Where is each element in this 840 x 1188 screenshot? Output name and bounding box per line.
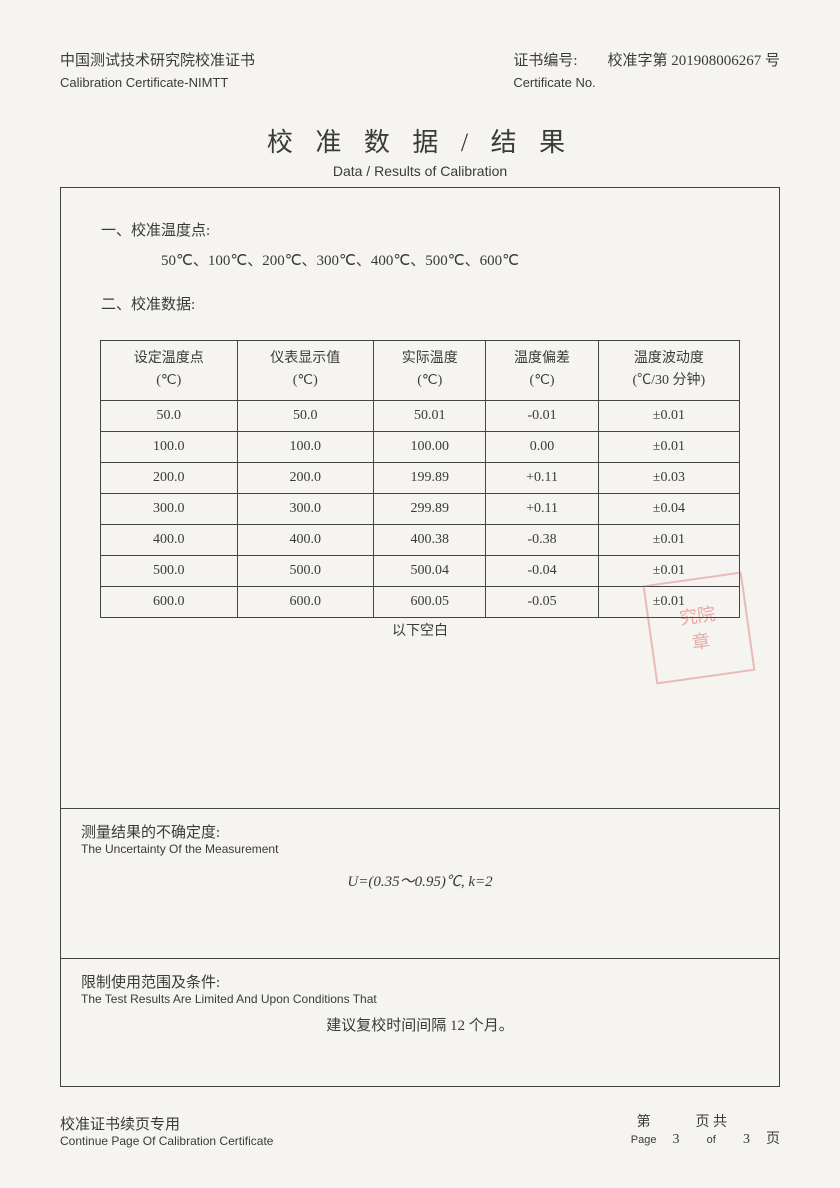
table-cell: 300.0 bbox=[101, 493, 238, 524]
table-cell: 50.0 bbox=[101, 400, 238, 431]
table-cell: 200.0 bbox=[101, 462, 238, 493]
page-total: 3 bbox=[733, 1132, 760, 1148]
col-display: 仪表显示值(℃) bbox=[237, 341, 374, 401]
page-end: 页 bbox=[766, 1128, 780, 1148]
table-cell: +0.11 bbox=[486, 462, 598, 493]
footer-left: 校准证书续页专用 Continue Page Of Calibration Ce… bbox=[60, 1113, 273, 1148]
table-row: 500.0500.0500.04-0.04±0.01 bbox=[101, 555, 740, 586]
table-cell: ±0.01 bbox=[598, 555, 739, 586]
table-cell: 50.0 bbox=[237, 400, 374, 431]
title-en: Data / Results of Calibration bbox=[60, 163, 780, 179]
section2-label: 二、校准数据: bbox=[101, 290, 749, 320]
table-cell: -0.04 bbox=[486, 555, 598, 586]
page-label-cn: 第 bbox=[631, 1113, 657, 1133]
table-cell: 500.04 bbox=[374, 555, 486, 586]
uncertainty-value: U=(0.35～0.95)℃, k=2 bbox=[81, 870, 759, 891]
page-number: 3 bbox=[663, 1132, 690, 1148]
col-deviation: 温度偏差(℃) bbox=[486, 341, 598, 401]
conditions-label-cn: 限制使用范围及条件: bbox=[81, 971, 759, 992]
page-of-en: of bbox=[696, 1133, 728, 1148]
uncertainty-label-en: The Uncertainty Of the Measurement bbox=[81, 842, 759, 856]
table-cell: 400.0 bbox=[101, 524, 238, 555]
org-name-cn: 中国测试技术研究院校准证书 bbox=[60, 50, 255, 73]
table-cell: ±0.01 bbox=[598, 431, 739, 462]
table-cell: ±0.01 bbox=[598, 586, 739, 617]
table-cell: 300.0 bbox=[237, 493, 374, 524]
table-cell: 50.01 bbox=[374, 400, 486, 431]
table-row: 50.050.050.01-0.01±0.01 bbox=[101, 400, 740, 431]
certno-label-en: Certificate No. bbox=[513, 73, 780, 93]
col-actual: 实际温度(℃) bbox=[374, 341, 486, 401]
col-setpoint: 设定温度点(℃) bbox=[101, 341, 238, 401]
footer: 校准证书续页专用 Continue Page Of Calibration Ce… bbox=[60, 1113, 780, 1148]
title-block: 校 准 数 据 / 结 果 Data / Results of Calibrat… bbox=[60, 122, 780, 179]
below-blank-text: 以下空白 bbox=[61, 620, 779, 640]
table-cell: ±0.01 bbox=[598, 524, 739, 555]
conditions-label-en: The Test Results Are Limited And Upon Co… bbox=[81, 992, 759, 1006]
main-content-box: 一、校准温度点: 50℃、100℃、200℃、300℃、400℃、500℃、60… bbox=[60, 187, 780, 1087]
table-cell: -0.38 bbox=[486, 524, 598, 555]
table-cell: ±0.04 bbox=[598, 493, 739, 524]
org-block: 中国测试技术研究院校准证书 Calibration Certificate-NI… bbox=[60, 50, 255, 92]
table-cell: 100.00 bbox=[374, 431, 486, 462]
table-cell: 600.0 bbox=[237, 586, 374, 617]
document-header: 中国测试技术研究院校准证书 Calibration Certificate-NI… bbox=[60, 50, 780, 92]
table-row: 100.0100.0100.000.00±0.01 bbox=[101, 431, 740, 462]
table-row: 300.0300.0299.89+0.11±0.04 bbox=[101, 493, 740, 524]
table-cell: 299.89 bbox=[374, 493, 486, 524]
org-name-en: Calibration Certificate-NIMTT bbox=[60, 73, 255, 93]
section-conditions: 限制使用范围及条件: The Test Results Are Limited … bbox=[61, 958, 779, 1045]
table-row: 400.0400.0400.38-0.38±0.01 bbox=[101, 524, 740, 555]
table-cell: 600.0 bbox=[101, 586, 238, 617]
title-cn: 校 准 数 据 / 结 果 bbox=[60, 122, 780, 159]
uncertainty-label-cn: 测量结果的不确定度: bbox=[81, 821, 759, 842]
table-cell: +0.11 bbox=[486, 493, 598, 524]
temperature-points: 50℃、100℃、200℃、300℃、400℃、500℃、600℃ bbox=[101, 246, 749, 276]
footer-pagination: 第 Page 3 页 共 of 3 页 bbox=[631, 1113, 780, 1148]
conditions-text: 建议复校时间间隔 12 个月。 bbox=[81, 1014, 759, 1035]
calibration-data-table: 设定温度点(℃) 仪表显示值(℃) 实际温度(℃) 温度偏差(℃) 温度波动度(… bbox=[100, 340, 740, 618]
table-cell: 199.89 bbox=[374, 462, 486, 493]
section1-label: 一、校准温度点: bbox=[101, 216, 749, 246]
table-cell: 500.0 bbox=[101, 555, 238, 586]
table-cell: 200.0 bbox=[237, 462, 374, 493]
section-uncertainty: 测量结果的不确定度: The Uncertainty Of the Measur… bbox=[61, 808, 779, 958]
table-cell: ±0.01 bbox=[598, 400, 739, 431]
table-cell: 400.0 bbox=[237, 524, 374, 555]
table-cell: ±0.03 bbox=[598, 462, 739, 493]
table-cell: -0.01 bbox=[486, 400, 598, 431]
certno-block: 证书编号: 校准字第 201908006267 号 Certificate No… bbox=[513, 50, 780, 92]
footer-left-en: Continue Page Of Calibration Certificate bbox=[60, 1134, 273, 1148]
table-cell: 400.38 bbox=[374, 524, 486, 555]
page-label-en: Page bbox=[631, 1133, 657, 1148]
col-fluctuation: 温度波动度(℃/30 分钟) bbox=[598, 341, 739, 401]
footer-left-cn: 校准证书续页专用 bbox=[60, 1113, 273, 1134]
table-cell: 0.00 bbox=[486, 431, 598, 462]
table-row: 600.0600.0600.05-0.05±0.01 bbox=[101, 586, 740, 617]
table-cell: 100.0 bbox=[101, 431, 238, 462]
certno-label-cn: 证书编号: bbox=[513, 50, 577, 73]
table-cell: -0.05 bbox=[486, 586, 598, 617]
table-cell: 500.0 bbox=[237, 555, 374, 586]
section-calibration-points: 一、校准温度点: 50℃、100℃、200℃、300℃、400℃、500℃、60… bbox=[61, 188, 779, 330]
table-cell: 100.0 bbox=[237, 431, 374, 462]
page-of-cn: 页 共 bbox=[696, 1113, 728, 1133]
table-row: 200.0200.0199.89+0.11±0.03 bbox=[101, 462, 740, 493]
table-header-row: 设定温度点(℃) 仪表显示值(℃) 实际温度(℃) 温度偏差(℃) 温度波动度(… bbox=[101, 341, 740, 401]
table-cell: 600.05 bbox=[374, 586, 486, 617]
certno-value: 校准字第 201908006267 号 bbox=[607, 50, 780, 73]
